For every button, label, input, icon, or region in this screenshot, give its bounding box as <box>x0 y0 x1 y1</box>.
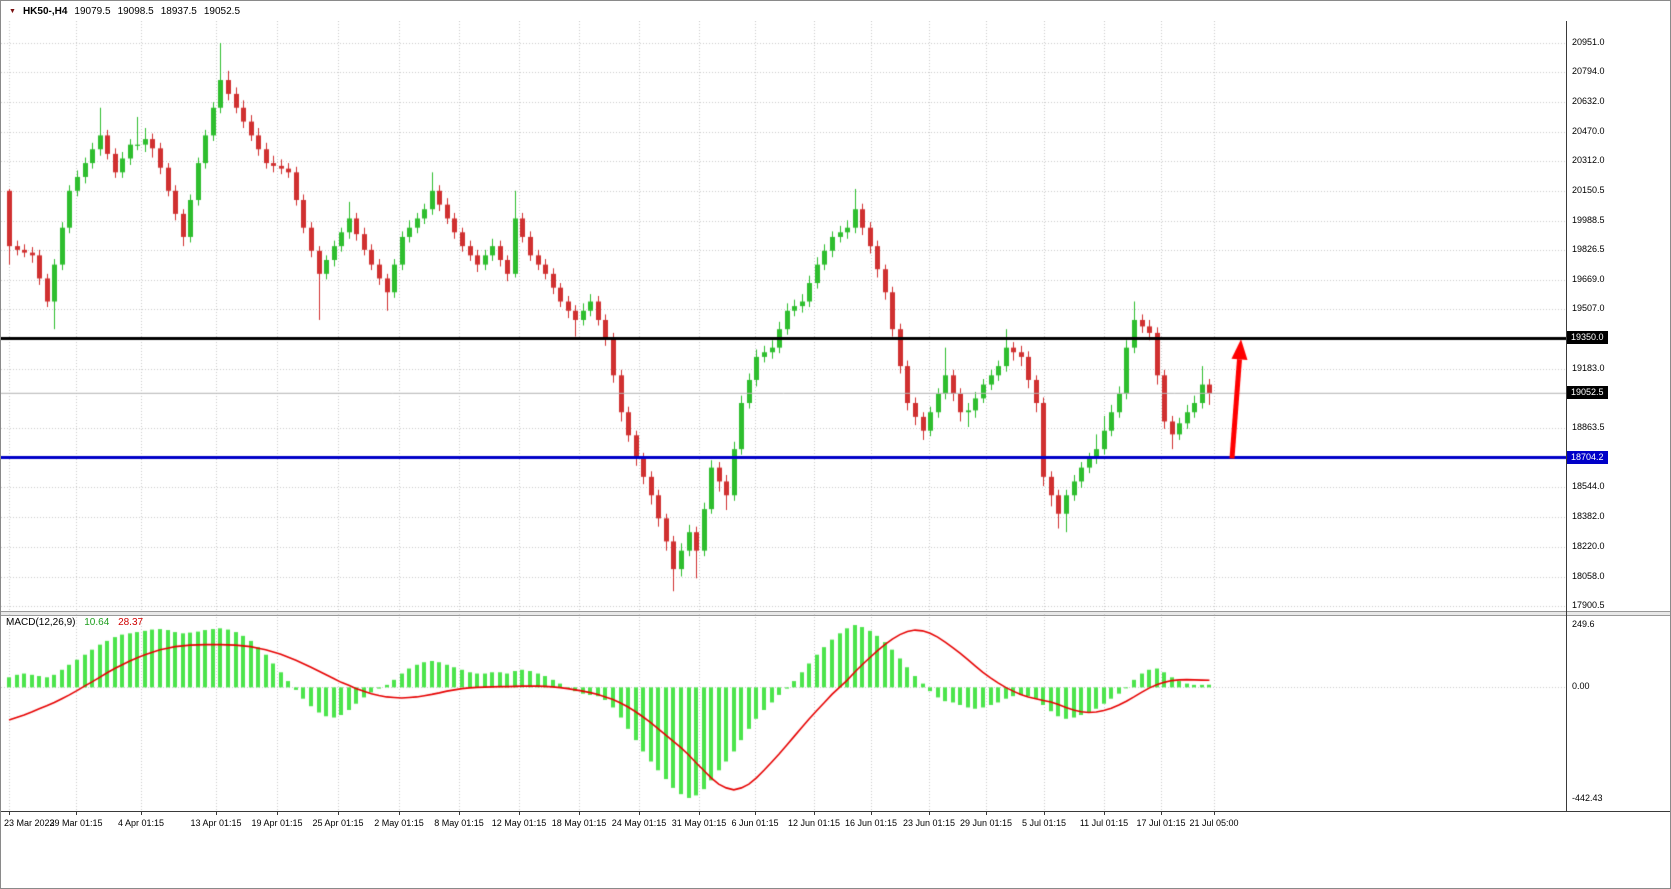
price-tick-label: 18382.0 <box>1572 511 1605 522</box>
macd-tick-label: 0.00 <box>1572 681 1590 692</box>
axis-separator <box>1566 21 1567 811</box>
price-tick-label: 19183.0 <box>1572 363 1605 374</box>
price-axis[interactable]: 20951.0 20794.0 20632.0 20470.0 20312.0 20150… <box>1567 21 1670 611</box>
time-tick <box>814 812 815 815</box>
price-line-badge: 19350.0 <box>1567 331 1608 345</box>
time-tick-label: 16 Jun 01:15 <box>844 818 898 828</box>
symbol-marker-icon: ▼ <box>9 7 16 15</box>
macd-canvas[interactable] <box>1 614 1566 811</box>
time-tick <box>986 812 987 815</box>
quote-open: 19079.5 <box>74 5 111 17</box>
time-tick-label: 23 Jun 01:15 <box>902 818 956 828</box>
price-tick-label: 20470.0 <box>1572 125 1605 136</box>
time-tick-label: 8 May 01:15 <box>434 818 484 828</box>
price-tick-label: 20150.5 <box>1572 184 1605 195</box>
macd-tick-label: -442.43 <box>1572 792 1603 803</box>
price-tick-label: 19826.5 <box>1572 244 1605 255</box>
price-tick-label: 20312.0 <box>1572 154 1605 165</box>
time-tick <box>141 812 142 815</box>
price-tick-label: 20951.0 <box>1572 36 1605 47</box>
time-tick-label: 5 Jul 01:15 <box>1021 818 1067 828</box>
time-tick <box>216 812 217 815</box>
time-tick <box>459 812 460 815</box>
time-tick <box>929 812 930 815</box>
time-tick <box>9 812 10 815</box>
time-tick-label: 2 May 01:15 <box>374 818 424 828</box>
price-tick-label: 20632.0 <box>1572 95 1605 106</box>
time-tick <box>338 812 339 815</box>
chart-title-bar: ▼ HK50-,H4 19079.5 19098.5 18937.5 19052… <box>1 1 1670 21</box>
time-tick <box>639 812 640 815</box>
macd-axis[interactable]: 249.6 0.00 -442.43 <box>1567 614 1670 811</box>
time-tick-label: 12 May 01:15 <box>491 818 547 828</box>
price-line-badge: 18704.2 <box>1567 450 1608 464</box>
price-tick-label: 18220.0 <box>1572 540 1605 551</box>
price-tick-label: 19507.0 <box>1572 303 1605 314</box>
macd-value: 10.64 <box>84 617 110 628</box>
time-tick-label: 24 May 01:15 <box>611 818 667 828</box>
quote-close: 19052.5 <box>203 5 241 17</box>
price-tick-label: 20794.0 <box>1572 65 1605 76</box>
time-tick <box>699 812 700 815</box>
macd-indicator-label: MACD(12,26,9) 10.64 28.37 <box>6 617 143 628</box>
time-tick <box>871 812 872 815</box>
price-tick-label: 19988.5 <box>1572 214 1605 225</box>
macd-name: MACD(12,26,9) <box>6 617 76 628</box>
price-tick-label: 18058.0 <box>1572 570 1605 581</box>
time-tick <box>519 812 520 815</box>
time-tick <box>277 812 278 815</box>
time-tick-label: 12 Jun 01:15 <box>787 818 841 828</box>
time-tick <box>1161 812 1162 815</box>
time-tick-label: 19 Apr 01:15 <box>251 818 303 828</box>
macd-tick-label: 249.6 <box>1572 618 1595 629</box>
time-tick-label: 31 May 01:15 <box>671 818 727 828</box>
macd-signal-value: 28.37 <box>118 617 144 628</box>
time-tick <box>1044 812 1045 815</box>
time-tick-label: 29 Jun 01:15 <box>959 818 1013 828</box>
time-tick <box>1104 812 1105 815</box>
time-tick-label: 18 May 01:15 <box>551 818 607 828</box>
time-tick-label: 13 Apr 01:15 <box>190 818 242 828</box>
time-axis[interactable]: 23 Mar 2023 29 Mar 01:15 4 Apr 01:15 13 Apr… <box>1 811 1670 838</box>
price-chart-canvas[interactable] <box>1 21 1566 611</box>
time-tick-label: 21 Jul 05:00 <box>1189 818 1239 828</box>
quote-low: 18937.5 <box>160 5 197 17</box>
time-tick <box>399 812 400 815</box>
time-tick <box>755 812 756 815</box>
time-tick <box>1214 812 1215 815</box>
time-tick <box>76 812 77 815</box>
quote-high: 19098.5 <box>117 5 154 17</box>
time-tick-label: 4 Apr 01:15 <box>117 818 165 828</box>
time-tick-label: 11 Jul 01:15 <box>1079 818 1129 828</box>
time-tick-label: 25 Apr 01:15 <box>312 818 364 828</box>
price-line-badge: 19052.5 <box>1567 386 1608 400</box>
price-tick-label: 18863.5 <box>1572 422 1605 433</box>
time-tick-label: 6 Jun 01:15 <box>731 818 779 828</box>
time-tick <box>579 812 580 815</box>
time-tick-label: 29 Mar 01:15 <box>49 818 103 828</box>
price-tick-label: 19669.0 <box>1572 273 1605 284</box>
symbol-period-label: HK50-,H4 <box>22 5 68 17</box>
price-tick-label: 18544.0 <box>1572 481 1605 492</box>
time-tick-label: 17 Jul 01:15 <box>1136 818 1186 828</box>
time-tick-label: 23 Mar 2023 <box>4 818 55 828</box>
price-tick-label: 17900.5 <box>1572 599 1605 610</box>
